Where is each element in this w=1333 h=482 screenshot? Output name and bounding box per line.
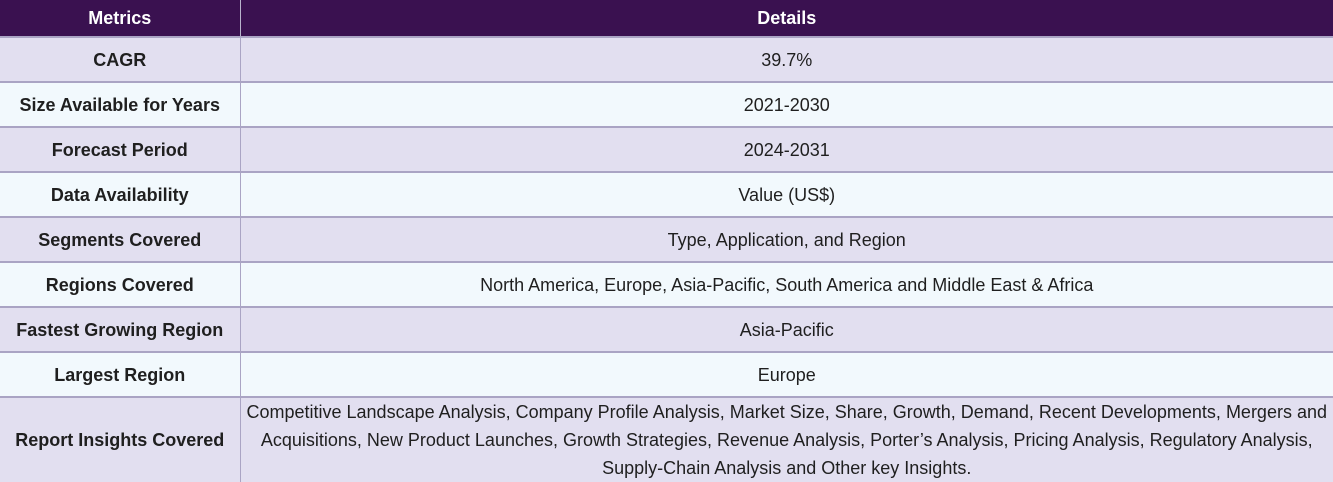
metric-cell: Forecast Period: [0, 126, 241, 172]
table-row: Regions Covered North America, Europe, A…: [0, 261, 1333, 307]
metric-cell: Report Insights Covered: [0, 396, 241, 482]
details-cell: Type, Application, and Region: [240, 216, 1333, 262]
details-cell: 39.7%: [240, 36, 1333, 82]
metric-cell: CAGR: [0, 36, 241, 82]
table-row: Largest Region Europe: [0, 351, 1333, 397]
table-row: Size Available for Years 2021-2030: [0, 81, 1333, 127]
details-cell: Asia-Pacific: [240, 306, 1333, 352]
details-cell: Competitive Landscape Analysis, Company …: [240, 396, 1333, 482]
table-row: Data Availability Value (US$): [0, 171, 1333, 217]
details-cell: North America, Europe, Asia-Pacific, Sou…: [240, 261, 1333, 307]
metric-cell: Largest Region: [0, 351, 241, 397]
details-cell: Value (US$): [240, 171, 1333, 217]
metric-cell: Regions Covered: [0, 261, 241, 307]
table-header-row: Metrics Details: [0, 0, 1333, 37]
table-row: Forecast Period 2024-2031: [0, 126, 1333, 172]
table-row: Fastest Growing Region Asia-Pacific: [0, 306, 1333, 352]
metric-cell: Size Available for Years: [0, 81, 241, 127]
details-cell: 2021-2030: [240, 81, 1333, 127]
metric-cell: Segments Covered: [0, 216, 241, 262]
header-metrics: Metrics: [0, 0, 241, 37]
header-details: Details: [240, 0, 1333, 37]
details-cell: Europe: [240, 351, 1333, 397]
table-row: CAGR 39.7%: [0, 36, 1333, 82]
metric-cell: Data Availability: [0, 171, 241, 217]
details-cell: 2024-2031: [240, 126, 1333, 172]
table-row: Report Insights Covered Competitive Land…: [0, 396, 1333, 482]
metric-cell: Fastest Growing Region: [0, 306, 241, 352]
table-row: Segments Covered Type, Application, and …: [0, 216, 1333, 262]
